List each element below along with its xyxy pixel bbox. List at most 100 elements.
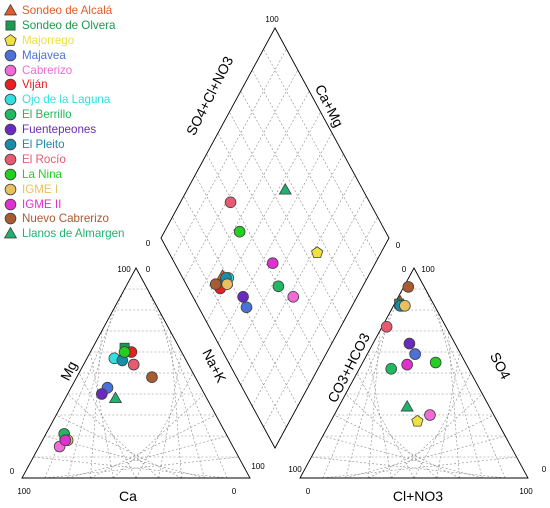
anion-point-el-rocio bbox=[380, 320, 393, 333]
legend-item: IGME I bbox=[4, 182, 124, 197]
tick-diamond-left-0: 0 bbox=[146, 239, 151, 248]
label-layer: Ca Cl+NO3 Mg Na+K CO3+HCO3 SO4 SO4+Cl+NO… bbox=[10, 15, 547, 504]
anion-grid-line bbox=[322, 435, 483, 479]
legend: Sondeo de Alcalá Sondeo de Olvera Majorreg… bbox=[4, 3, 124, 241]
anion-point-la-nina bbox=[429, 356, 442, 369]
legend-item: Majavea bbox=[4, 48, 124, 63]
anion-triangle bbox=[299, 267, 529, 479]
tick-cation-br-100: 100 bbox=[251, 462, 265, 471]
diamond-grid-line bbox=[217, 132, 333, 344]
legend-item: El Rocío bbox=[4, 152, 124, 167]
cation-grid-line bbox=[67, 393, 160, 479]
legend-marker-shape bbox=[4, 138, 17, 151]
cation-grid-line bbox=[90, 351, 114, 479]
anion-point-igme-i bbox=[399, 299, 411, 312]
legend-marker-shape bbox=[4, 108, 17, 121]
legend-label: El Pleito bbox=[22, 137, 65, 151]
legend-marker-shape bbox=[4, 183, 17, 195]
axis-label-so4: SO4 bbox=[487, 350, 514, 382]
cation-grid-line bbox=[56, 414, 182, 479]
anion-grid-line bbox=[311, 456, 506, 479]
diamond-point-majavea bbox=[240, 301, 253, 314]
diamond-point-el-rocio bbox=[224, 196, 237, 209]
legend-marker-shape bbox=[4, 153, 17, 166]
diamond-point-igme-i bbox=[221, 278, 233, 291]
legend-marker-shape bbox=[4, 79, 17, 91]
tick-cation-bl-100: 100 bbox=[17, 487, 31, 496]
legend-marker-shape bbox=[4, 168, 17, 181]
legend-marker-icon bbox=[4, 227, 17, 240]
tick-anion-br-0: 0 bbox=[542, 465, 547, 474]
tick-cation-br-0: 0 bbox=[232, 487, 237, 496]
tick-cation-bl-0: 0 bbox=[10, 467, 15, 476]
anion-grid-line bbox=[368, 351, 392, 479]
legend-label: Viján bbox=[22, 78, 48, 92]
anion-grid-line bbox=[436, 309, 483, 479]
legend-item: Nuevo Cabrerizo bbox=[4, 211, 124, 226]
anion-point-majorrego bbox=[411, 414, 424, 427]
diamond-point-fuentepeones bbox=[237, 290, 249, 303]
legend-marker-shape bbox=[4, 227, 17, 239]
tick-anion-bl-100: 100 bbox=[288, 465, 302, 474]
anion-point-llanos-de-almargen bbox=[400, 399, 414, 412]
anion-grid-line bbox=[345, 393, 438, 479]
diamond-grid-line bbox=[217, 132, 333, 344]
axis-label-ca: Ca bbox=[119, 488, 137, 504]
cation-triangle bbox=[21, 267, 251, 479]
tick-anion-top-100: 100 bbox=[421, 265, 435, 274]
axis-label-so4-cl-no3: SO4+Cl+NO3 bbox=[183, 53, 237, 137]
cation-grid-line bbox=[33, 456, 228, 479]
anion-grid-line bbox=[425, 288, 506, 479]
legend-item: Sondeo de Alcalá bbox=[4, 3, 124, 18]
legend-marker-icon bbox=[4, 33, 17, 47]
anion-point-majavea bbox=[409, 348, 421, 360]
legend-marker-icon bbox=[4, 78, 17, 91]
legend-item: El Pleito bbox=[4, 137, 124, 152]
cation-point-llanos-de-almargen bbox=[108, 391, 123, 404]
anion-grid-line bbox=[368, 330, 381, 479]
legend-marker-icon bbox=[4, 64, 17, 77]
legend-marker-shape bbox=[4, 93, 17, 106]
anion-grid-line bbox=[390, 393, 483, 479]
diamond-point-la-nina bbox=[233, 225, 246, 238]
tick-diamond-right-0: 0 bbox=[396, 241, 401, 250]
legend-label: Sondeo de Olvera bbox=[22, 18, 116, 32]
cation-point-el-rocio bbox=[127, 358, 140, 371]
cation-grid-line bbox=[158, 309, 205, 479]
legend-marker-icon bbox=[4, 183, 17, 196]
cation-grid-line bbox=[67, 309, 114, 479]
legend-label: El Rocío bbox=[22, 152, 66, 166]
cation-grid-line bbox=[112, 393, 205, 479]
diamond-grid-line bbox=[263, 48, 378, 260]
cation-point-nuevo-cabrerizo bbox=[146, 371, 158, 384]
legend-item: Majorrego bbox=[4, 33, 124, 48]
diamond-grid-line bbox=[172, 216, 287, 428]
legend-item: El Berrillo bbox=[4, 107, 124, 122]
legend-item: Ojo de la Laguna bbox=[4, 92, 124, 107]
legend-label: IGME II bbox=[22, 197, 62, 211]
anion-point-fuentepeones bbox=[403, 337, 416, 350]
anion-point-nuevo-cabrerizo bbox=[402, 281, 415, 293]
legend-marker-icon bbox=[4, 19, 17, 32]
diamond-point-cabrerizo bbox=[287, 290, 300, 303]
legend-marker-shape bbox=[4, 3, 17, 16]
legend-marker-shape bbox=[4, 49, 17, 61]
cation-grid-line bbox=[67, 435, 228, 479]
legend-marker-icon bbox=[4, 123, 17, 136]
legend-label: Sondeo de Alcalá bbox=[22, 3, 113, 17]
legend-item: Sondeo de Olvera bbox=[4, 18, 124, 33]
legend-label: Ojo de la Laguna bbox=[22, 93, 111, 107]
legend-marker-shape bbox=[5, 20, 16, 31]
legend-label: La Nina bbox=[22, 167, 62, 181]
anion-grid-line bbox=[436, 351, 460, 479]
legend-label: IGME I bbox=[22, 182, 59, 196]
anion-point-el-berrillo bbox=[385, 362, 398, 375]
tick-top-100: 100 bbox=[265, 15, 279, 24]
anion-grid-line bbox=[345, 435, 506, 479]
anion-grid-line bbox=[334, 414, 460, 479]
cation-point-igme-ii bbox=[59, 434, 72, 447]
cation-grid-line bbox=[169, 330, 182, 479]
grid-layer bbox=[33, 48, 517, 479]
diamond-grid-line bbox=[172, 48, 287, 260]
